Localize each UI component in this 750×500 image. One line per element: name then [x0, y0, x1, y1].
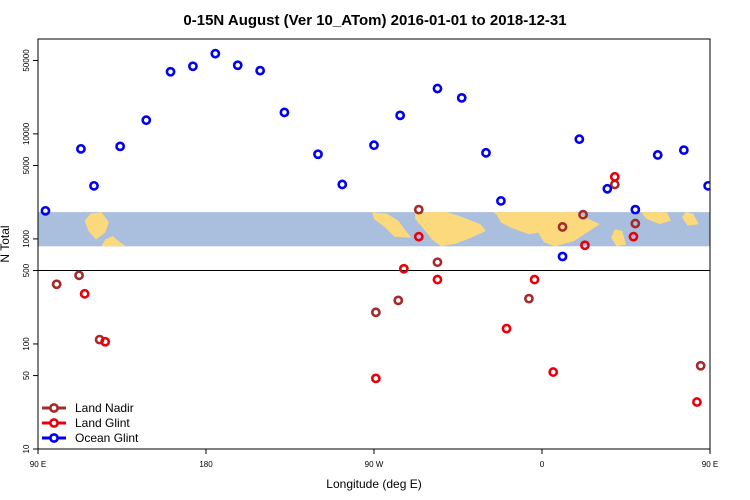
y-tick-label: 1000: [22, 229, 31, 247]
land-glint-point: [413, 231, 424, 242]
x-tick-label: 180: [199, 460, 213, 469]
y-axis: 10 50 100 500 1000 5000 10000 50000: [22, 49, 38, 453]
ocean-glint-point: [496, 196, 506, 206]
ocean-glint-point: [678, 145, 689, 156]
data-points: [40, 48, 750, 440]
land-glint-point: [719, 433, 726, 440]
land-nadir-point: [74, 270, 84, 281]
land-mass-8: [682, 212, 699, 226]
ocean-glint-point: [729, 143, 736, 150]
legend-marker-land-nadir: [49, 403, 59, 413]
land-glint-point: [432, 274, 443, 285]
ocean-glint-point: [602, 183, 613, 194]
x-tick-label: 90 E: [30, 460, 46, 469]
legend-label-land-nadir: Land Nadir: [75, 401, 134, 415]
y-tick-label: 5000: [22, 156, 31, 174]
world-map-band: [38, 212, 750, 247]
ocean-glint-point: [188, 61, 198, 72]
x-axis: 90 E 180 90 W 0 90 E: [30, 449, 718, 469]
x-tick-label: 90 W: [365, 460, 384, 469]
ocean-glint-point: [115, 141, 126, 152]
ocean-glint-point: [481, 147, 491, 158]
ocean-glint-point: [574, 134, 585, 145]
land-nadir-point: [393, 295, 404, 306]
land-nadir-point: [370, 307, 381, 318]
legend-label-ocean-glint: Ocean Glint: [75, 431, 139, 445]
ocean-glint-point: [232, 60, 243, 71]
ocean-glint-point: [76, 143, 86, 154]
ocean-glint-point: [255, 65, 266, 76]
land-glint-point: [692, 397, 702, 407]
chart-title: 0-15N August (Ver 10_ATom) 2016-01-01 to…: [183, 12, 566, 29]
ocean-glint-point: [395, 110, 406, 121]
land-glint-point: [370, 373, 381, 384]
land-nadir-point: [695, 360, 706, 371]
land-nadir-point: [742, 272, 749, 279]
y-tick-label: 500: [22, 263, 31, 277]
ocean-glint-point: [210, 48, 221, 59]
land-nadir-point: [413, 204, 424, 215]
ocean-glint-point: [40, 205, 51, 216]
x-axis-label: Longitude (deg E): [326, 477, 421, 491]
ocean-glint-point: [456, 92, 467, 103]
land-glint-point: [609, 171, 620, 182]
ocean-glint-point: [141, 115, 152, 126]
land-mass-1: [84, 212, 109, 240]
ocean-glint-point: [279, 107, 290, 118]
land-mass-3: [372, 212, 412, 238]
y-tick-label: 50000: [22, 49, 31, 72]
legend-marker-ocean-glint: [49, 433, 59, 443]
ocean-glint-point: [652, 150, 663, 160]
ocean-glint-point: [89, 180, 99, 191]
land-nadir-point: [727, 281, 734, 288]
land-glint-point: [548, 367, 559, 377]
land-glint-point: [501, 323, 512, 334]
land-glint-point: [398, 263, 409, 274]
land-glint-point: [529, 274, 540, 285]
land-nadir-point: [432, 257, 443, 268]
land-glint-point: [628, 231, 639, 242]
ocean-glint-point: [313, 149, 323, 160]
land-mass-7: [640, 212, 671, 225]
land-nadir-point: [51, 279, 62, 290]
y-tick-label: 10: [22, 444, 31, 453]
x-tick-label: 0: [540, 460, 545, 469]
y-axis-label: N Total: [0, 225, 12, 262]
ocean-glint-point: [165, 66, 176, 77]
land-mass-6: [611, 229, 626, 247]
legend-marker-land-glint: [49, 418, 59, 428]
land-glint-point: [580, 240, 590, 251]
ocean-glint-point: [557, 251, 568, 262]
land-glint-point: [79, 288, 90, 299]
x-tick-label: 90 E: [702, 460, 718, 469]
ocean-glint-point: [337, 179, 348, 190]
y-tick-label: 100: [22, 337, 31, 351]
land-nadir-point: [557, 222, 568, 232]
land-nadir-point: [609, 179, 620, 190]
ocean-glint-point: [369, 140, 379, 151]
land-mass-9: [716, 212, 742, 231]
land-mass-2: [101, 236, 126, 247]
land-mass-5: [493, 212, 600, 247]
legend-label-land-glint: Land Glint: [75, 416, 130, 430]
land-mass-4: [415, 212, 486, 247]
land-glint-point: [746, 290, 750, 297]
ocean-glint-point: [630, 204, 641, 215]
land-nadir-point: [630, 218, 641, 229]
ocean-glint-point: [703, 180, 710, 191]
y-tick-label: 10000: [22, 122, 31, 145]
land-glint-point: [100, 336, 111, 347]
ocean-glint-point: [432, 83, 443, 94]
land-nadir-point: [578, 209, 588, 220]
y-tick-label: 50: [22, 371, 31, 380]
land-mass-10: [732, 235, 750, 246]
land-nadir-point: [524, 293, 534, 304]
